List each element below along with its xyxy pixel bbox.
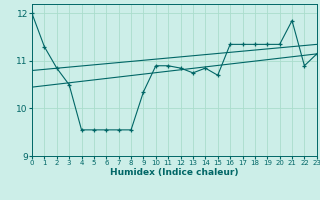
X-axis label: Humidex (Indice chaleur): Humidex (Indice chaleur) <box>110 168 239 177</box>
